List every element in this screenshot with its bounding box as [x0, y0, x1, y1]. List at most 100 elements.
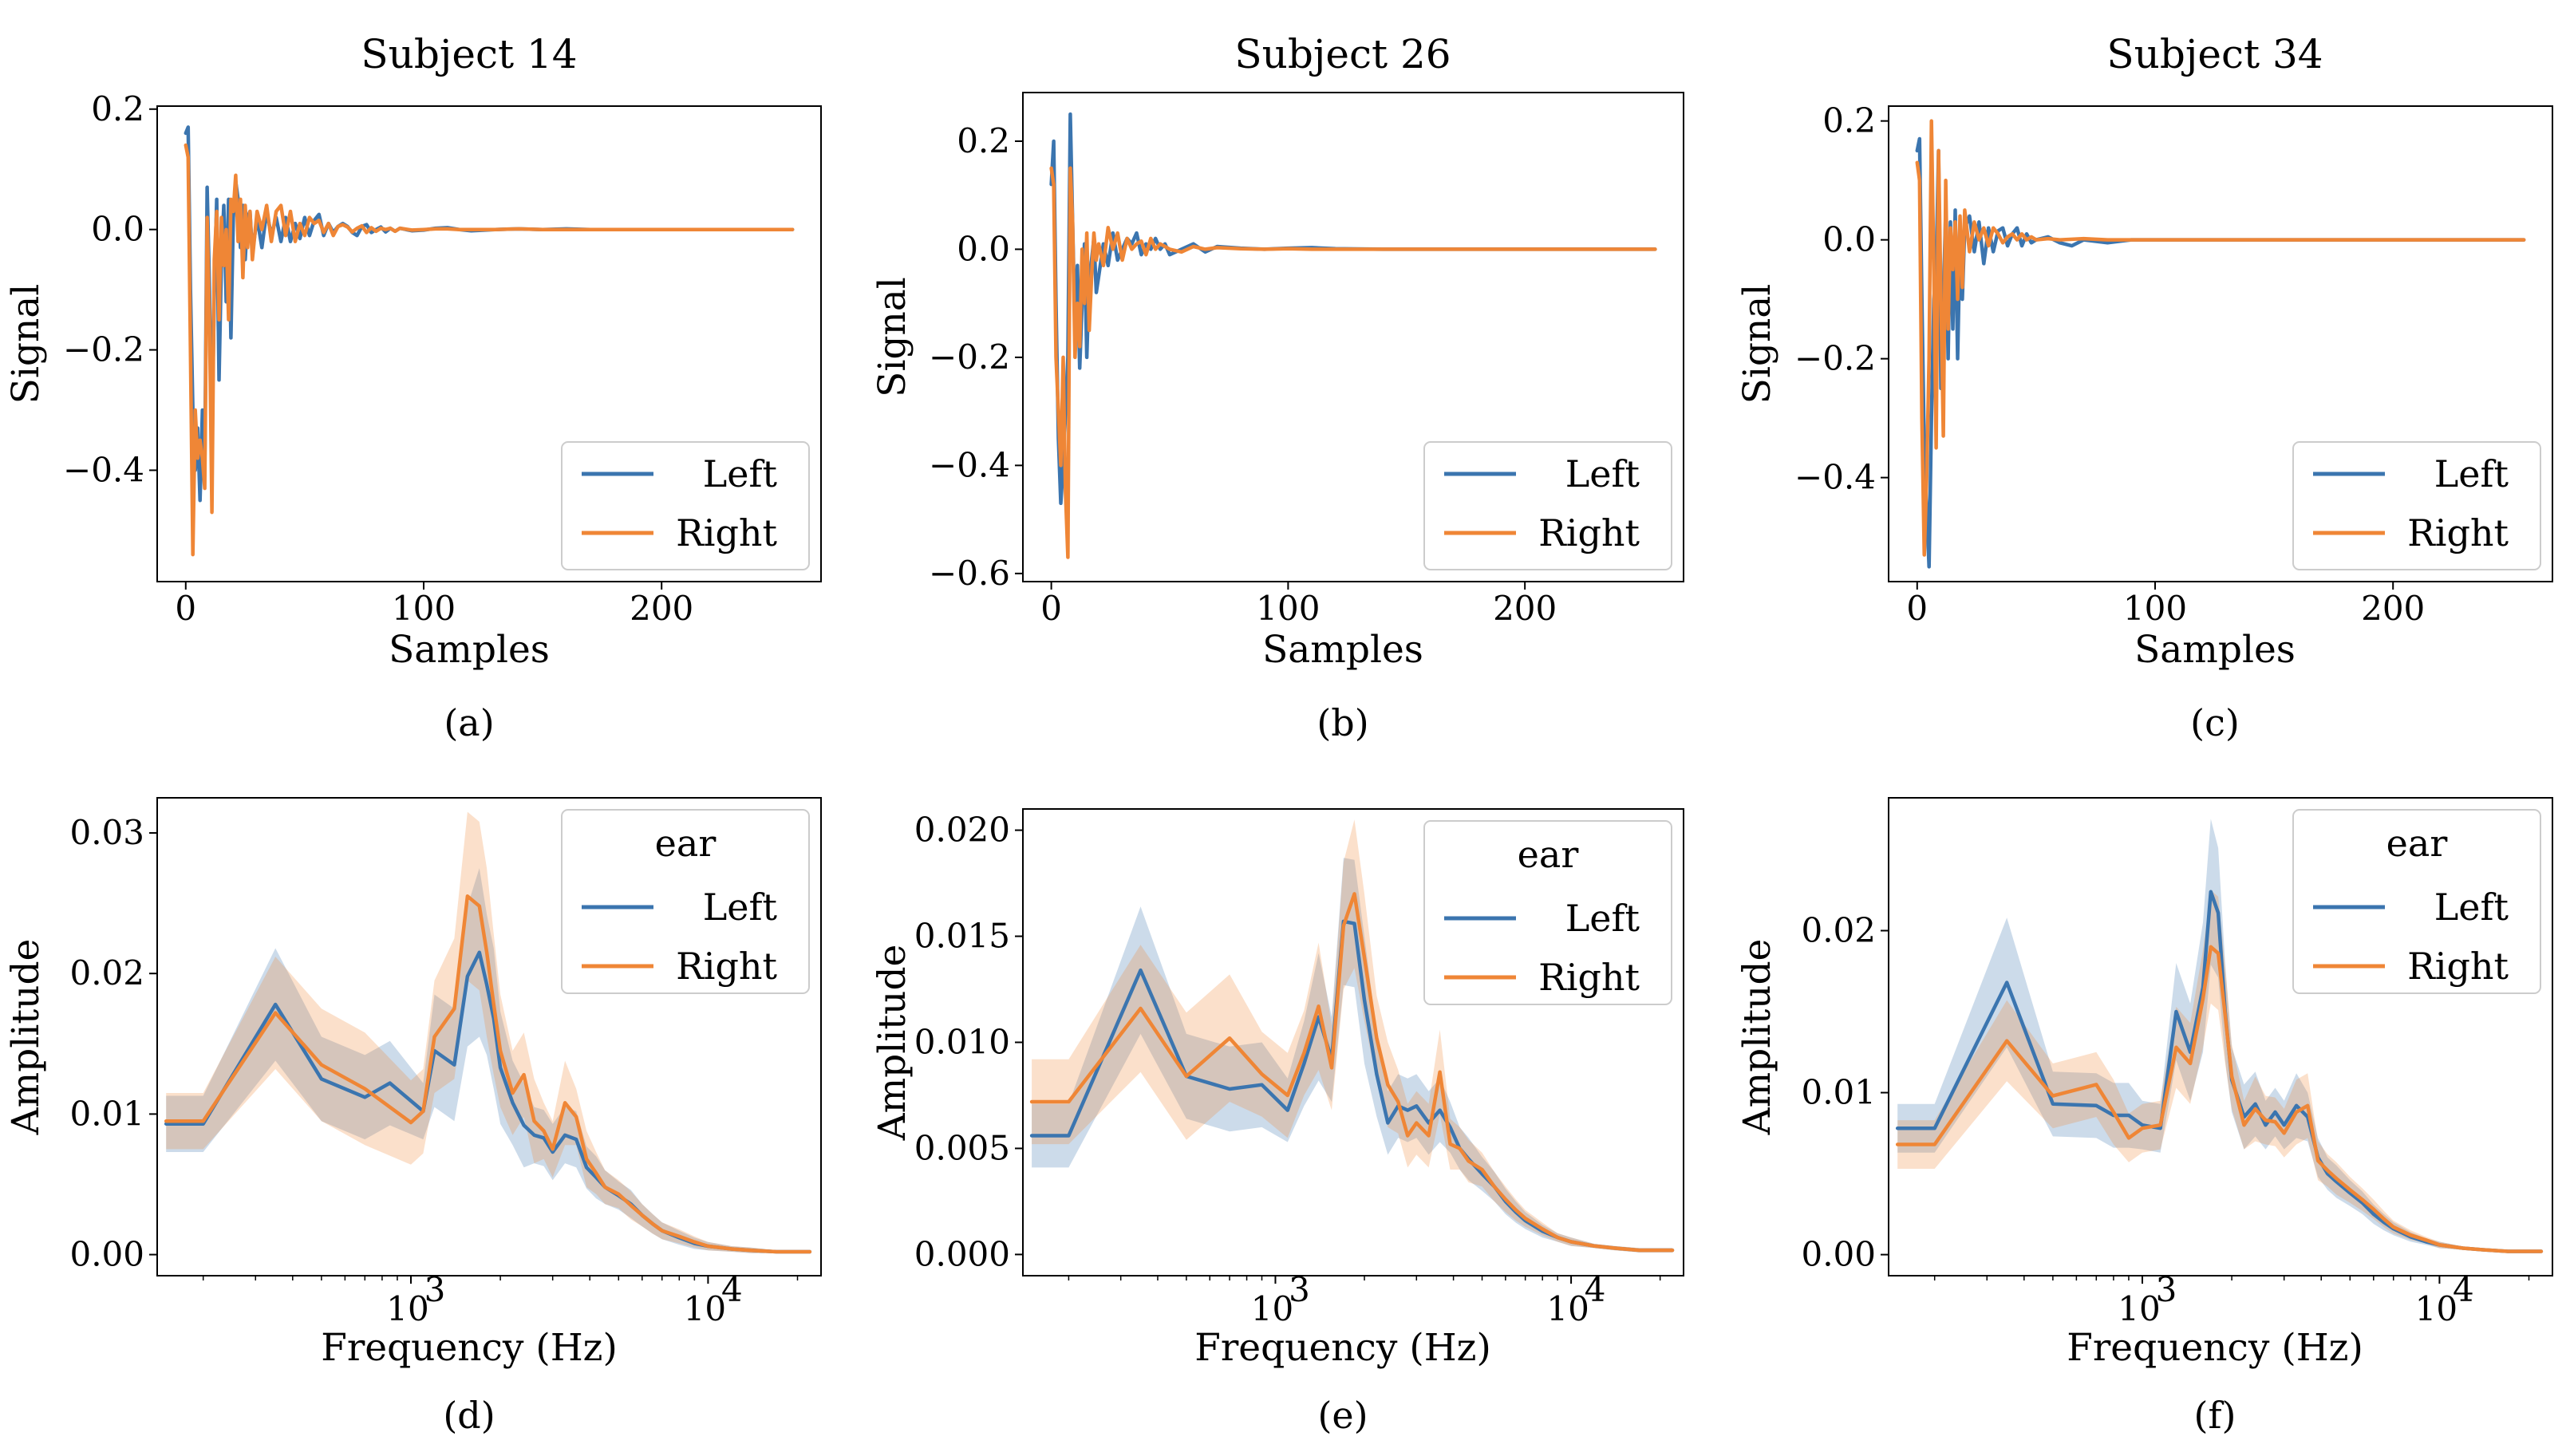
x-tick-label: 100 [2123, 589, 2187, 628]
confidence-band-left [166, 868, 810, 1253]
x-tick-label: 200 [630, 589, 693, 628]
y-tick-label: −0.2 [63, 330, 144, 369]
y-tick-label: 0.2 [91, 89, 144, 128]
x-axis-label: Samples [389, 628, 550, 672]
legend-title: ear [1518, 833, 1579, 876]
x-tick-label: 0 [1906, 589, 1928, 628]
y-axis-label: Amplitude [1735, 939, 1779, 1136]
y-axis-label: Signal [1735, 284, 1779, 404]
x-tick-exponent: 4 [721, 1270, 743, 1309]
panel-a: −0.4 −0.2 0.0 0.2 0 100 200 Samples Signal Subjec… [4, 31, 822, 744]
legend-title: ear [2386, 822, 2448, 865]
chart-title: Subject 34 [2106, 31, 2323, 77]
series-line-right [1915, 119, 2526, 557]
legend-label: Left [1565, 897, 1640, 940]
plot-area [1049, 112, 1657, 559]
y-tick-label: −0.4 [63, 450, 144, 489]
y-tick-label: 0.000 [914, 1234, 1010, 1273]
x-axis-label: Frequency (Hz) [2067, 1326, 2363, 1370]
confidence-band-right [166, 811, 810, 1253]
y-tick-label: 0.015 [914, 917, 1010, 956]
panel-label: (c) [2190, 701, 2240, 744]
panel-label: (b) [1317, 701, 1368, 744]
series-line-right [184, 143, 795, 557]
y-tick-label: 0.01 [69, 1094, 144, 1133]
plot-area [164, 811, 812, 1254]
x-axis-label: Samples [1262, 628, 1423, 672]
confidence-band-left [1032, 858, 1672, 1253]
x-tick-label: 10 [386, 1289, 428, 1328]
y-axis-label: Signal [870, 277, 914, 397]
axes-frame [156, 105, 822, 582]
legend: ear Left Right [561, 809, 810, 994]
legend-title: ear [655, 822, 717, 865]
y-axis-label: Signal [4, 284, 48, 404]
x-tick-exponent: 4 [1585, 1270, 1606, 1309]
axes-frame [1888, 105, 2553, 582]
x-tick-label: 10 [684, 1289, 726, 1328]
legend: Left Right [1423, 441, 1672, 570]
legend-label: Left [703, 452, 778, 495]
y-axis-label: Amplitude [870, 945, 914, 1142]
legend-label: Right [676, 945, 777, 988]
y-tick-label: 0.0 [91, 210, 144, 249]
plot-area [1915, 119, 2526, 569]
legend-label: Left [2434, 452, 2509, 495]
legend-label: Left [2434, 886, 2509, 929]
chart-title: Subject 26 [1234, 31, 1451, 77]
y-tick-label: 0.02 [1801, 911, 1876, 950]
x-tick-exponent: 3 [424, 1270, 446, 1309]
legend-box [2292, 809, 2541, 994]
x-axis-label: Samples [2134, 628, 2296, 672]
x-axis-label: Frequency (Hz) [321, 1326, 618, 1370]
y-tick-label: −0.6 [929, 554, 1010, 593]
x-tick-exponent: 3 [2156, 1270, 2177, 1309]
legend-label: Right [2407, 945, 2509, 988]
chart-title: Subject 14 [361, 31, 577, 77]
legend-label: Right [676, 511, 777, 554]
y-tick-label: 0.005 [914, 1128, 1010, 1167]
y-tick-label: −0.2 [929, 337, 1010, 377]
legend: Left Right [561, 441, 810, 570]
legend: Left Right [2292, 441, 2541, 570]
x-tick-label: 10 [1546, 1289, 1589, 1328]
y-tick-label: 0.00 [1801, 1235, 1876, 1274]
legend-box [1423, 820, 1672, 1005]
plot-area [1029, 819, 1675, 1253]
x-tick-label: 0 [175, 589, 196, 628]
x-axis-label: Frequency (Hz) [1194, 1326, 1491, 1370]
axes-frame [1022, 92, 1684, 582]
y-tick-label: 0.010 [914, 1023, 1010, 1062]
y-tick-label: 0.0 [1822, 220, 1876, 259]
panel-label: (e) [1317, 1394, 1368, 1437]
x-tick-exponent: 3 [1289, 1270, 1310, 1309]
legend-label: Left [1565, 452, 1640, 495]
y-axis-label: Amplitude [4, 939, 48, 1136]
legend-label: Left [703, 886, 778, 929]
y-tick-label: 0.2 [1822, 101, 1876, 140]
y-tick-label: 0.01 [1801, 1073, 1876, 1112]
panel-label: (f) [2194, 1394, 2236, 1437]
legend: ear Left Right [1423, 820, 1672, 1005]
legend-label: Right [1538, 511, 1640, 554]
x-tick-label: 100 [392, 589, 456, 628]
x-tick-label: 10 [2118, 1289, 2160, 1328]
y-tick-label: 0.02 [69, 953, 144, 992]
x-tick-label: 10 [1251, 1289, 1293, 1328]
series-line-right [1029, 892, 1675, 1253]
series-line-right [1895, 945, 2544, 1253]
panel-c: −0.4 −0.2 0.0 0.2 0 100 200 Samples Signal Subjec… [1735, 31, 2553, 744]
y-tick-label: 0.020 [914, 811, 1010, 850]
plot-area [1895, 819, 2544, 1253]
panel-b: −0.6 −0.4 −0.2 0.0 0.2 0 100 200 Samples Signal Su… [870, 31, 1684, 744]
y-tick-label: −0.4 [929, 445, 1010, 484]
legend-box [561, 809, 810, 994]
axes-frame [1888, 797, 2553, 1276]
x-tick-exponent: 4 [2453, 1270, 2474, 1309]
x-tick-label: 0 [1040, 589, 1062, 628]
y-tick-label: 0.2 [957, 121, 1010, 160]
x-tick-label: 100 [1256, 589, 1320, 628]
